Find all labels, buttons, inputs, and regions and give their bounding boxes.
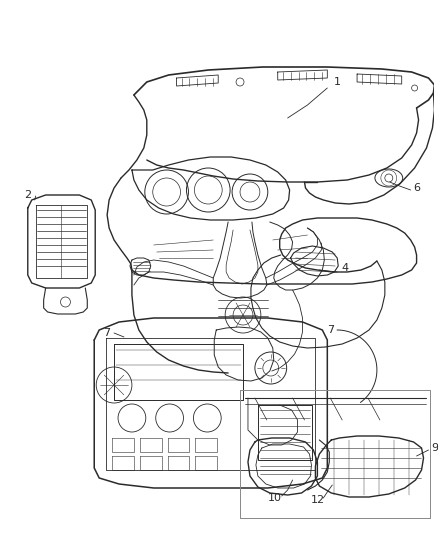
- Text: 1: 1: [334, 77, 341, 87]
- Text: 10: 10: [268, 493, 282, 503]
- Text: 12: 12: [311, 495, 325, 505]
- Text: 4: 4: [342, 263, 349, 273]
- Text: 2: 2: [24, 190, 32, 200]
- Text: 7: 7: [327, 325, 334, 335]
- Text: 9: 9: [431, 443, 438, 453]
- Text: 6: 6: [413, 183, 420, 193]
- Text: 7: 7: [103, 328, 111, 338]
